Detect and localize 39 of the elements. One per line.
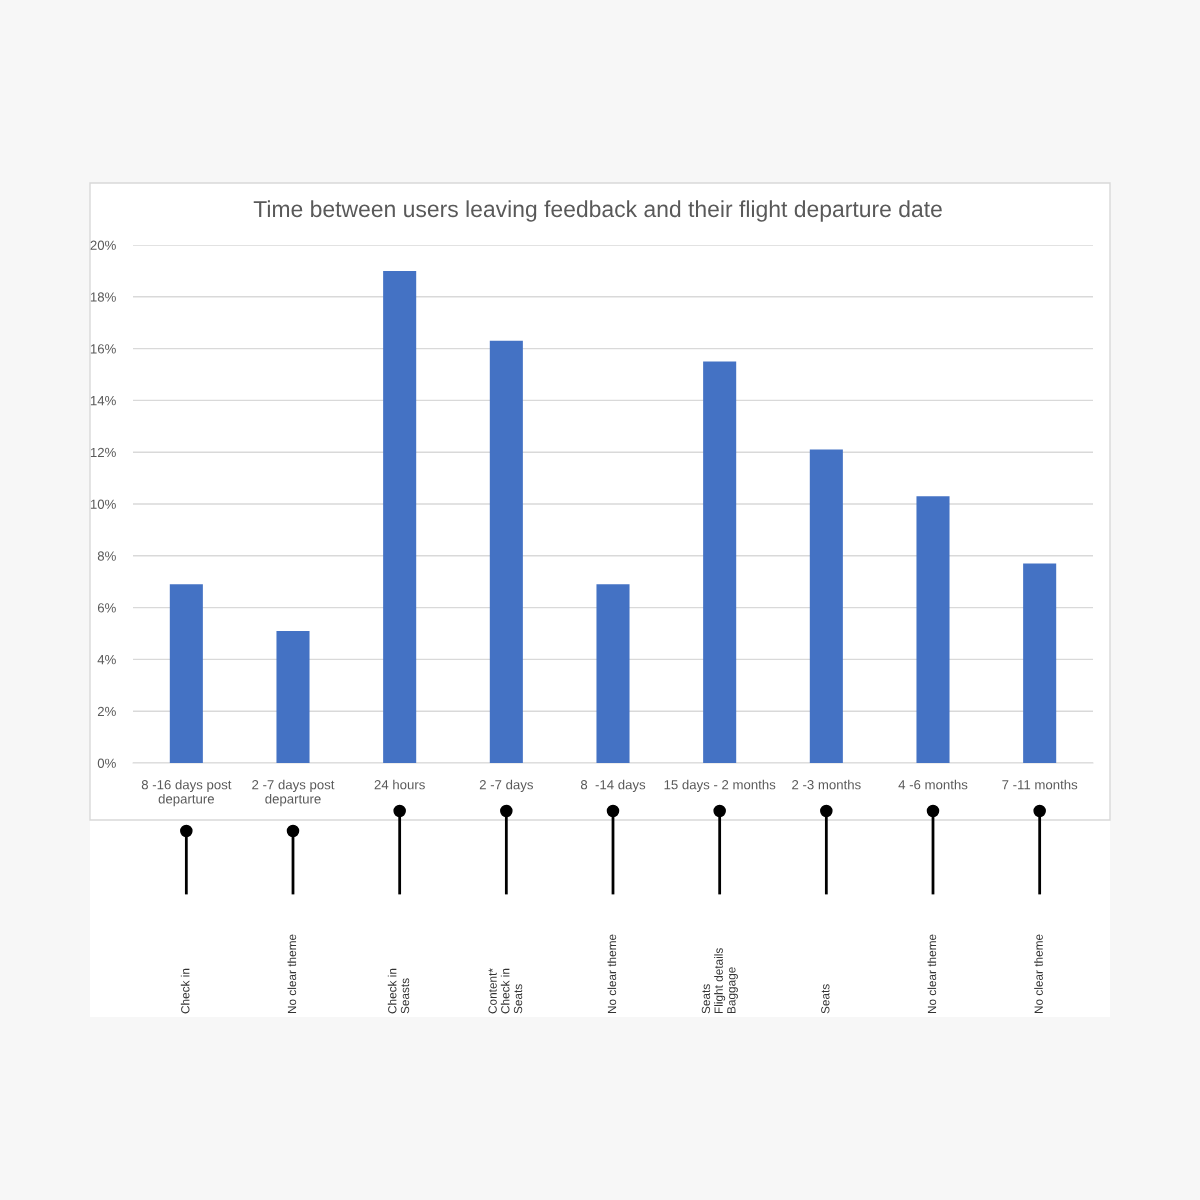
bar <box>703 361 737 763</box>
y-tick-label: 6% <box>97 603 116 613</box>
y-tick-label: 10% <box>90 499 116 509</box>
bar <box>169 584 203 763</box>
text: No clear theme <box>927 934 937 1014</box>
bar <box>383 270 417 763</box>
text: Check in Seasts <box>387 968 410 1014</box>
x-tick-label: 2 -7 days <box>479 779 533 792</box>
x-tick-label: 15 days - 2 months <box>664 779 776 792</box>
y-tick-label: 4% <box>97 655 116 665</box>
text: No clear theme <box>287 934 297 1014</box>
bar <box>809 449 843 763</box>
text: Seats <box>821 984 830 1014</box>
y-tick-label: 12% <box>90 447 116 458</box>
x-tick-label: 8 -14 days <box>580 779 646 792</box>
y-tick-label: 8% <box>97 551 116 561</box>
y-tick-label: 16% <box>90 344 116 354</box>
bar <box>596 584 630 763</box>
x-tick-label: 8 -16 days post departure <box>141 779 232 807</box>
x-tick-label: 24 hours <box>374 779 425 790</box>
x-tick-label: 2 -3 months <box>792 779 861 790</box>
text: Content* Check in Seats <box>488 968 523 1014</box>
y-tick-label: 18% <box>90 292 116 302</box>
x-tick-label: 7 -11 months <box>1002 779 1078 790</box>
text: No clear theme <box>607 934 617 1014</box>
text: Check in <box>180 968 190 1014</box>
x-tick-label: 2 -7 days post departure <box>252 779 335 807</box>
bar <box>916 496 950 763</box>
text: Seats Flight details Baggage <box>701 948 738 1014</box>
bar <box>489 340 523 763</box>
y-tick-label: 20% <box>90 240 116 250</box>
text: No clear theme <box>1034 934 1043 1014</box>
y-tick-label: 2% <box>97 706 116 717</box>
x-tick-label: 4 -6 months <box>898 779 968 790</box>
y-tick-label: 0% <box>97 758 116 768</box>
bar <box>276 630 310 763</box>
chart-title: Time between users leaving feedback and their flight departure date <box>253 200 942 222</box>
y-tick-label: 14% <box>90 396 116 406</box>
bar <box>1023 563 1057 763</box>
